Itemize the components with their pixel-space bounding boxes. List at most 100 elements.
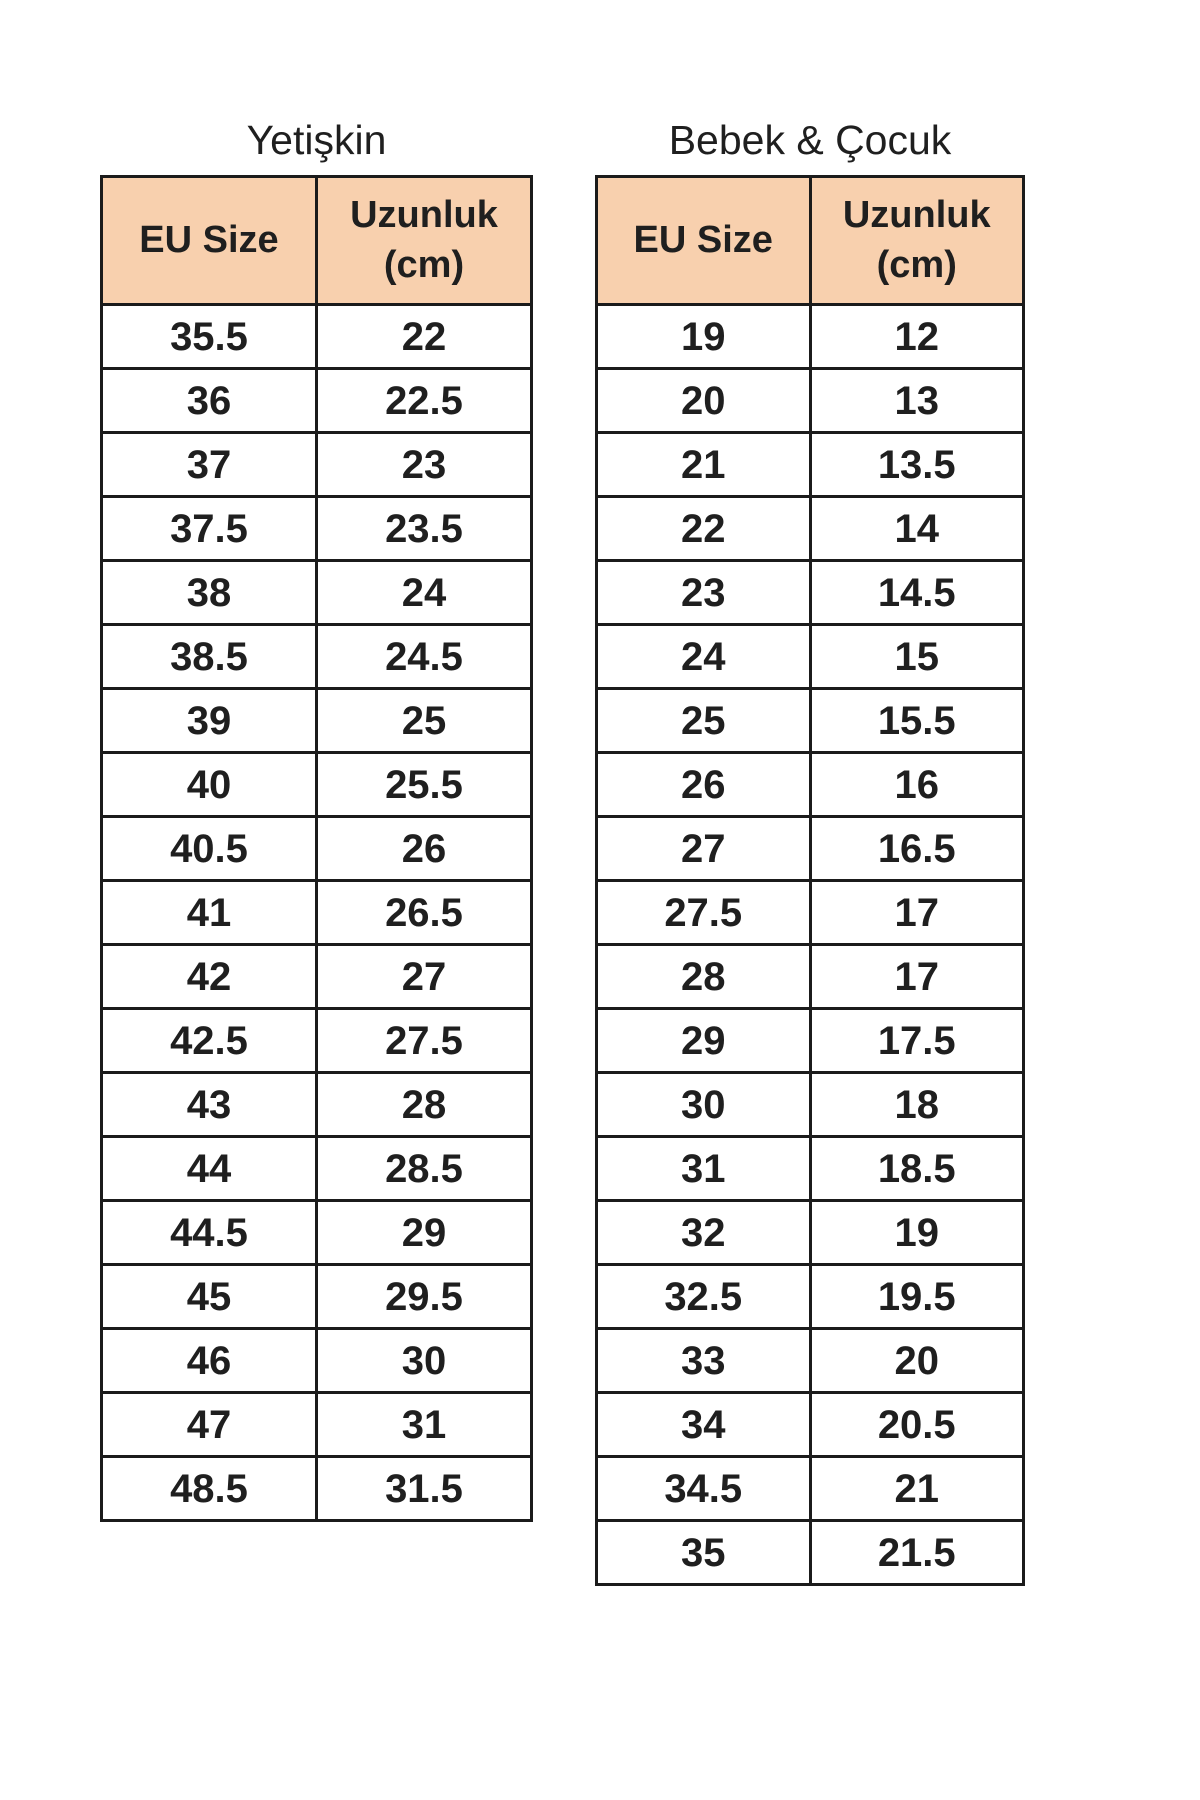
- header-row: EU Size Uzunluk (cm): [595, 175, 1025, 306]
- header-uzunluk-line2: (cm): [876, 243, 957, 286]
- table-cell: 13.5: [808, 431, 1025, 498]
- table-cell: 18.5: [808, 1135, 1025, 1202]
- adult-size-table: Yetişkin EU Size Uzunluk (cm) 35.5 22 36 22…: [100, 112, 533, 1522]
- table-cell: 32.5: [595, 1263, 812, 1330]
- table-cell: 17.5: [808, 1007, 1025, 1074]
- table-row: 31 18.5: [595, 1135, 1025, 1202]
- table-cell: 14.5: [808, 559, 1025, 626]
- table-row: 44.5 29: [100, 1199, 533, 1266]
- header-eu-size: EU Size: [595, 175, 812, 306]
- table-row: 30 18: [595, 1071, 1025, 1138]
- table-row: 20 13: [595, 367, 1025, 434]
- table-cell: 23: [315, 431, 533, 498]
- table-cell: 25: [595, 687, 812, 754]
- header-uzunluk-cm: Uzunluk (cm): [808, 175, 1025, 306]
- table-cell: 28: [595, 943, 812, 1010]
- table-row: 41 26.5: [100, 879, 533, 946]
- table-row: 36 22.5: [100, 367, 533, 434]
- table-row: 35 21.5: [595, 1519, 1025, 1586]
- table-row: 24 15: [595, 623, 1025, 690]
- table-cell: 34.5: [595, 1455, 812, 1522]
- table-cell: 44: [100, 1135, 318, 1202]
- table-row: 35.5 22: [100, 303, 533, 370]
- table-cell: 20.5: [808, 1391, 1025, 1458]
- table-cell: 24.5: [315, 623, 533, 690]
- table-cell: 20: [808, 1327, 1025, 1394]
- table-cell: 30: [595, 1071, 812, 1138]
- header-uzunluk-line1: Uzunluk: [842, 194, 991, 237]
- table-cell: 35: [595, 1519, 812, 1586]
- table-cell: 24: [595, 623, 812, 690]
- table-cell: 33: [595, 1327, 812, 1394]
- table-cell: 22: [595, 495, 812, 562]
- table-row: 40 25.5: [100, 751, 533, 818]
- table-cell: 30: [315, 1327, 533, 1394]
- header-eu-size: EU Size: [100, 175, 318, 306]
- table-row: 22 14: [595, 495, 1025, 562]
- table-cell: 28: [315, 1071, 533, 1138]
- header-uzunluk-line2: (cm): [383, 243, 465, 286]
- table-cell: 21: [595, 431, 812, 498]
- table-row: 34 20.5: [595, 1391, 1025, 1458]
- table-cell: 31: [315, 1391, 533, 1458]
- table-cell: 27: [595, 815, 812, 882]
- table-cell: 40: [100, 751, 318, 818]
- table-cell: 29.5: [315, 1263, 533, 1330]
- table-cell: 26: [595, 751, 812, 818]
- table-cell: 19: [808, 1199, 1025, 1266]
- header-uzunluk-line1: Uzunluk: [350, 194, 498, 237]
- table-row: 37.5 23.5: [100, 495, 533, 562]
- table-cell: 44.5: [100, 1199, 318, 1266]
- table-row: 38.5 24.5: [100, 623, 533, 690]
- table-row: 33 20: [595, 1327, 1025, 1394]
- table-row: 40.5 26: [100, 815, 533, 882]
- adult-grid-body: 35.5 22 36 22.5 37 23 37.5 23.5 38 24 38.5 24.5 39 25…: [100, 303, 533, 1522]
- table-row: 26 16: [595, 751, 1025, 818]
- table-cell: 17: [808, 879, 1025, 946]
- table-cell: 27: [315, 943, 533, 1010]
- table-cell: 37: [100, 431, 318, 498]
- table-cell: 25: [315, 687, 533, 754]
- table-cell: 42.5: [100, 1007, 318, 1074]
- table-row: 48.5 31.5: [100, 1455, 533, 1522]
- table-cell: 22.5: [315, 367, 533, 434]
- table-cell: 36: [100, 367, 318, 434]
- table-cell: 48.5: [100, 1455, 318, 1522]
- table-row: 27 16.5: [595, 815, 1025, 882]
- table-cell: 37.5: [100, 495, 318, 562]
- table-cell: 20: [595, 367, 812, 434]
- table-row: 44 28.5: [100, 1135, 533, 1202]
- table-row: 23 14.5: [595, 559, 1025, 626]
- table-row: 46 30: [100, 1327, 533, 1394]
- table-cell: 31: [595, 1135, 812, 1202]
- kids-size-grid: EU Size Uzunluk (cm) 19 12 20 13 21 13.5 22 14 2…: [595, 175, 1025, 1586]
- table-row: 32 19: [595, 1199, 1025, 1266]
- table-row: 37 23: [100, 431, 533, 498]
- table-row: 27.5 17: [595, 879, 1025, 946]
- table-cell: 26: [315, 815, 533, 882]
- table-cell: 25.5: [315, 751, 533, 818]
- kids-grid-header: EU Size Uzunluk (cm): [595, 175, 1025, 306]
- table-row: 29 17.5: [595, 1007, 1025, 1074]
- table-row: 45 29.5: [100, 1263, 533, 1330]
- table-cell: 19.5: [808, 1263, 1025, 1330]
- table-cell: 16: [808, 751, 1025, 818]
- table-cell: 17: [808, 943, 1025, 1010]
- table-row: 28 17: [595, 943, 1025, 1010]
- table-cell: 46: [100, 1327, 318, 1394]
- table-cell: 27.5: [595, 879, 812, 946]
- table-cell: 13: [808, 367, 1025, 434]
- table-cell: 28.5: [315, 1135, 533, 1202]
- table-cell: 39: [100, 687, 318, 754]
- table-cell: 38.5: [100, 623, 318, 690]
- table-row: 47 31: [100, 1391, 533, 1458]
- table-row: 34.5 21: [595, 1455, 1025, 1522]
- table-row: 21 13.5: [595, 431, 1025, 498]
- table-row: 43 28: [100, 1071, 533, 1138]
- table-row: 32.5 19.5: [595, 1263, 1025, 1330]
- table-cell: 12: [808, 303, 1025, 370]
- adult-table-title: Yetişkin: [246, 117, 387, 163]
- table-cell: 41: [100, 879, 318, 946]
- table-row: 19 12: [595, 303, 1025, 370]
